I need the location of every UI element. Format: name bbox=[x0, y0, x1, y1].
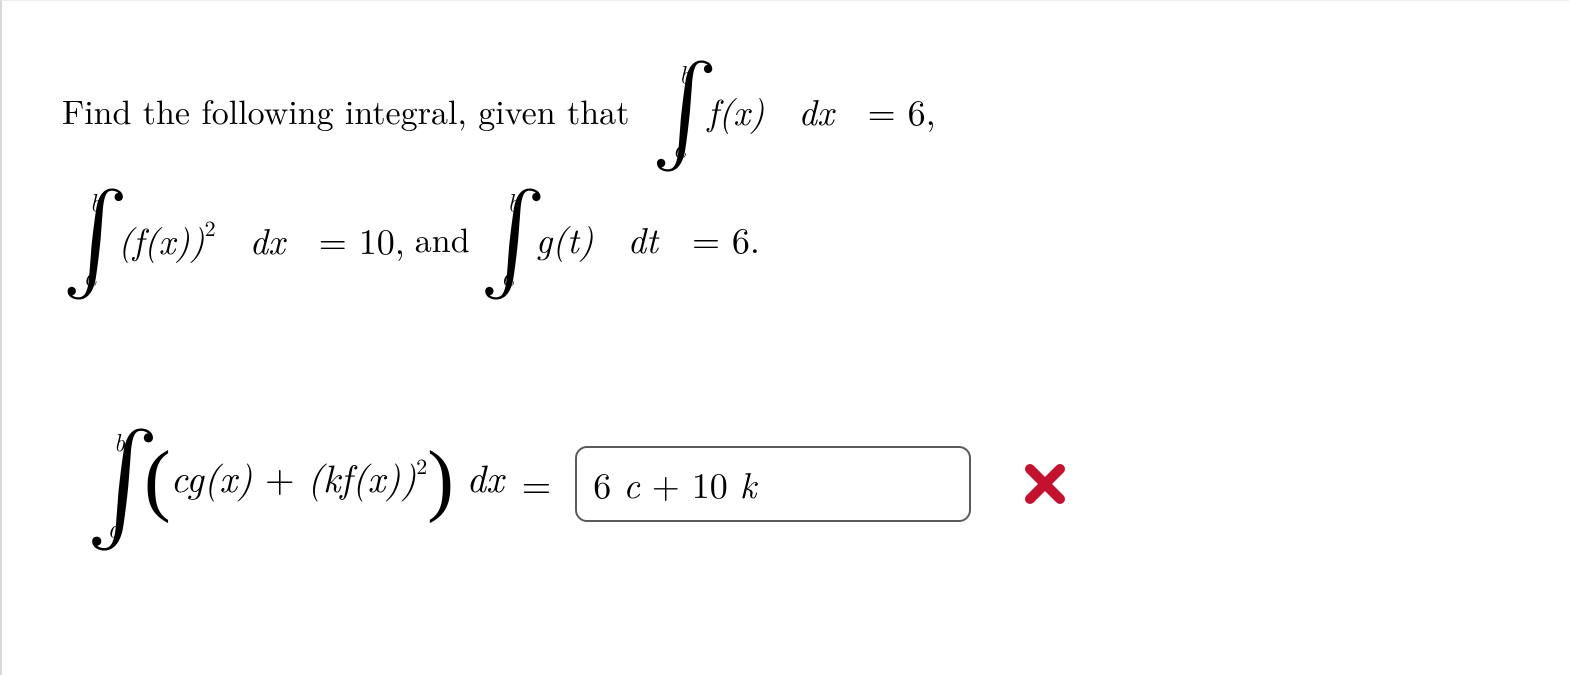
differential: dt bbox=[628, 213, 658, 264]
integrand-base: (f(x)) bbox=[118, 214, 205, 265]
inner-close-paren: ) bbox=[401, 450, 417, 504]
upper-bound: b bbox=[508, 185, 519, 219]
given-integral-1: ∫ b a f(x) dx = 6, bbox=[651, 61, 935, 161]
given-line-2: ∫ b a (f(x))2 dx = 10, and ∫ b a g(t) bbox=[62, 189, 1509, 289]
answer-row: ∫ b a (cg(x) + (kf(x))2) dx = 6 c + 10 k bbox=[86, 429, 1509, 539]
equals-value: = 6, bbox=[868, 85, 936, 136]
term-kfx: kf(x) bbox=[323, 450, 401, 504]
problem-panel: Find the following integral, given that … bbox=[0, 0, 1569, 675]
answer-input[interactable]: 6 c + 10 k bbox=[575, 446, 971, 522]
wrong-x-icon bbox=[1025, 464, 1065, 504]
upper-bound: b bbox=[114, 425, 125, 459]
close-paren-icon: ) bbox=[427, 440, 454, 520]
equals-sign: = bbox=[522, 457, 552, 510]
inner-open-paren: ( bbox=[307, 450, 323, 504]
question-integral: ∫ b a (cg(x) + (kf(x))2) dx bbox=[86, 429, 504, 539]
given-integral-2: ∫ b a (f(x))2 dx = 10, bbox=[62, 189, 405, 289]
lead-text: Find the following integral, given that bbox=[62, 87, 629, 135]
differential: dx bbox=[799, 85, 834, 136]
lower-bound: a bbox=[108, 511, 120, 545]
lower-bound: a bbox=[502, 259, 514, 293]
differential: dx bbox=[467, 450, 504, 504]
term-exponent: 2 bbox=[416, 450, 427, 481]
lower-bound: a bbox=[84, 259, 96, 293]
differential: dx bbox=[250, 214, 285, 265]
equals-value: = 10, bbox=[319, 214, 405, 265]
term-cgx: cg(x) bbox=[171, 450, 253, 504]
answer-input-value: 6 c + 10 k bbox=[593, 459, 756, 509]
integrand-exponent: 2 bbox=[205, 212, 216, 243]
given-integral-3: ∫ b a g(t) dt = 6. bbox=[480, 189, 760, 289]
open-paren-icon: ( bbox=[144, 440, 171, 520]
upper-bound: b bbox=[90, 185, 101, 219]
upper-bound: b bbox=[679, 57, 690, 91]
lower-bound: a bbox=[673, 131, 685, 165]
given-line-1: Find the following integral, given that … bbox=[62, 61, 1509, 161]
plus-sign: + bbox=[252, 450, 307, 504]
equals-value: = 6. bbox=[692, 213, 760, 264]
and-word: and bbox=[405, 215, 480, 263]
